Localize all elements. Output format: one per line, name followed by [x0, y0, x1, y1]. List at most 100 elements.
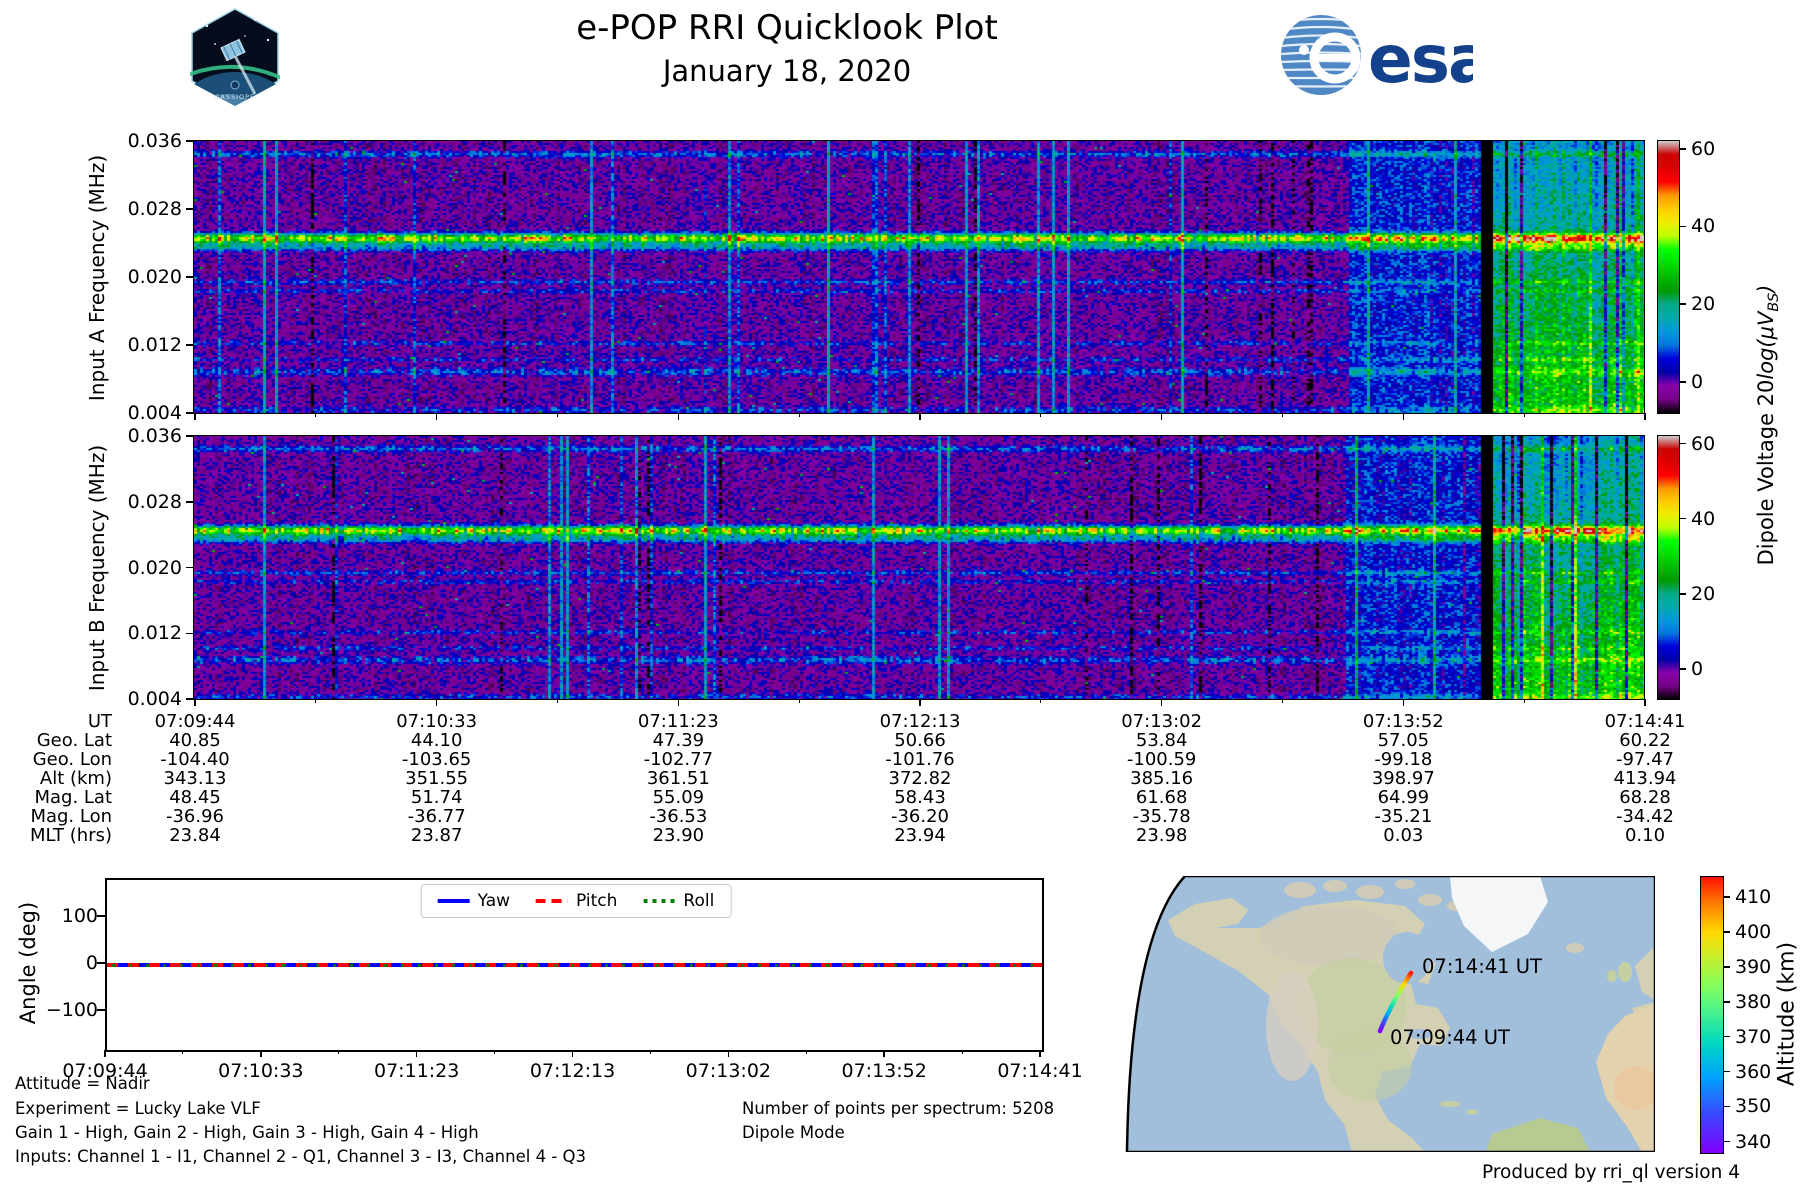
- inputs-note: Inputs: Channel 1 - I1, Channel 2 - Q1, …: [15, 1147, 586, 1166]
- colorbar-tick-mark: [1679, 668, 1686, 670]
- map-hudson-bay: [1383, 932, 1431, 984]
- table-cell: 23.84: [169, 825, 221, 846]
- angle-ytick-mark: [97, 1009, 105, 1011]
- freq-ytick-label: 0.004: [127, 688, 182, 710]
- dipole-mode-note: Dipole Mode: [742, 1123, 845, 1142]
- freq-ytick-mark: [186, 501, 194, 503]
- cassiope-patch-icon: CASSIOPE: [189, 7, 281, 107]
- spectro-xtick-mark: [194, 413, 196, 420]
- freq-ytick-mark: [186, 632, 194, 634]
- freq-ytick-mark: [186, 566, 194, 569]
- map-great-lakes: [1408, 1029, 1432, 1039]
- esa-logo-text: esa: [1368, 21, 1473, 98]
- freq-ytick-label: 0.036: [127, 130, 182, 152]
- altitude-tick-label: 350: [1735, 1095, 1772, 1118]
- altitude-tick-mark: [1723, 1070, 1730, 1073]
- table-row-label: Mag. Lat: [34, 787, 112, 808]
- table-row-label: Mag. Lon: [30, 806, 112, 827]
- angle-xtick-minor: [961, 1050, 963, 1054]
- colorbar-tick-mark: [1679, 442, 1686, 445]
- map-image: 07:14:41 UT 07:09:44 UT: [1125, 874, 1657, 1154]
- freq-ytick-mark: [186, 140, 194, 142]
- map-sahara: [1614, 1066, 1655, 1110]
- spectro-xtick-mark: [677, 413, 680, 420]
- yaw-line-sample-icon: [437, 899, 470, 903]
- spectro-xtick-mark: [919, 413, 921, 420]
- table-row-label: MLT (hrs): [29, 825, 112, 846]
- table-cell: -36.53: [649, 806, 708, 827]
- colorbar-tick-label: 60: [1691, 137, 1716, 160]
- altitude-colorbar: [1700, 876, 1724, 1154]
- table-cell: 361.51: [646, 768, 710, 789]
- altitude-tick-mark: [1723, 931, 1730, 933]
- attitude-note: Attitude = Nadir: [15, 1074, 150, 1093]
- table-cell: 372.82: [888, 768, 952, 789]
- altitude-tick-mark: [1723, 1140, 1730, 1143]
- angle-xtick-mark: [883, 1050, 885, 1057]
- table-row-label: Geo. Lat: [36, 730, 112, 751]
- angle-xtick-mark: [1039, 1050, 1041, 1057]
- freq-ytick-label: 0.012: [127, 622, 182, 645]
- table-cell: 07:13:02: [1121, 711, 1203, 732]
- altitude-tick-mark: [1723, 896, 1730, 898]
- cassiope-mission-patch: CASSIOPE: [185, 6, 285, 108]
- legend-item-pitch: Pitch: [536, 891, 617, 911]
- colorbar-tick-label: 20: [1691, 293, 1716, 316]
- colorbar-tick-label: 40: [1691, 215, 1716, 238]
- map-europe: [1635, 946, 1655, 1000]
- table-row-label: Alt (km): [39, 768, 112, 789]
- table-cell: 23.98: [1135, 825, 1188, 846]
- colorbar-tick-label: 0: [1691, 370, 1704, 393]
- altitude-tick-mark: [1723, 966, 1730, 968]
- satellite-ground-track: [1377, 970, 1414, 1034]
- freq-ytick-label: 0.036: [127, 425, 182, 447]
- colorbar-tick-label: 60: [1691, 432, 1716, 455]
- gain-note: Gain 1 - High, Gain 2 - High, Gain 3 - H…: [15, 1123, 479, 1142]
- roll-line-sample-icon: [643, 899, 676, 903]
- angle-xtick-label: 07:09:44: [62, 1060, 148, 1082]
- table-cell: 60.22: [1619, 730, 1671, 751]
- table-cell: 0.03: [1383, 825, 1424, 846]
- angle-xtick-label: 07:11:23: [373, 1060, 460, 1082]
- freq-ytick-label: 0.004: [127, 402, 182, 424]
- table-cell: -36.77: [407, 806, 466, 827]
- freq-ytick-mark: [186, 435, 194, 437]
- legend-item-label: Yaw: [477, 891, 511, 911]
- freq-ytick-mark: [186, 208, 194, 210]
- track-end-time-label: 07:14:41 UT: [1422, 955, 1542, 978]
- experiment-note: Experiment = Lucky Lake VLF: [15, 1099, 261, 1118]
- track-start-time-label: 07:09:44 UT: [1390, 1026, 1510, 1049]
- table-cell: 57.05: [1377, 730, 1430, 751]
- map-cuba: [1440, 1101, 1460, 1107]
- table-cell: 23.87: [410, 825, 463, 846]
- spectro-xtick-minor: [557, 699, 558, 703]
- table-cell: -101.76: [885, 749, 955, 770]
- table-cell: -34.42: [1615, 806, 1675, 827]
- spectro-xtick-minor: [315, 413, 317, 417]
- freq-ytick-mark: [186, 412, 194, 414]
- spectro-xtick-minor: [798, 413, 800, 417]
- angle-xtick-mark: [727, 1050, 730, 1057]
- page-title: e-POP RRI Quicklook Plot: [576, 8, 998, 48]
- table-cell: 0.10: [1624, 825, 1666, 846]
- spectrogram-b-colorbar: [1657, 435, 1680, 700]
- spectro-xtick-minor: [1523, 699, 1525, 703]
- angle-xtick-label: 07:12:13: [529, 1060, 616, 1082]
- spectro-xtick-mark: [194, 699, 196, 706]
- spectro-xtick-minor: [315, 699, 317, 703]
- spectrogram-b-image: [194, 436, 1644, 699]
- table-cell: 48.45: [169, 787, 221, 808]
- angle-ytick-label: 0: [85, 952, 98, 974]
- legend-item-roll: Roll: [643, 891, 714, 911]
- angle-xtick-minor: [649, 1050, 651, 1054]
- colorbar-tick-mark: [1679, 303, 1686, 305]
- table-cell: 07:09:44: [154, 711, 236, 732]
- colorbar-tick-mark: [1679, 517, 1686, 520]
- legend-item-yaw: Yaw: [437, 891, 511, 911]
- altitude-tick-label: 370: [1735, 1025, 1772, 1048]
- dipole-voltage-colorbar-label: Dipole Voltage 20log(μVBS): [1754, 285, 1782, 566]
- table-cell: 58.43: [894, 787, 946, 808]
- table-cell: 40.85: [169, 730, 221, 751]
- spectro-xtick-minor: [557, 413, 558, 417]
- altitude-tick-label: 380: [1735, 990, 1772, 1013]
